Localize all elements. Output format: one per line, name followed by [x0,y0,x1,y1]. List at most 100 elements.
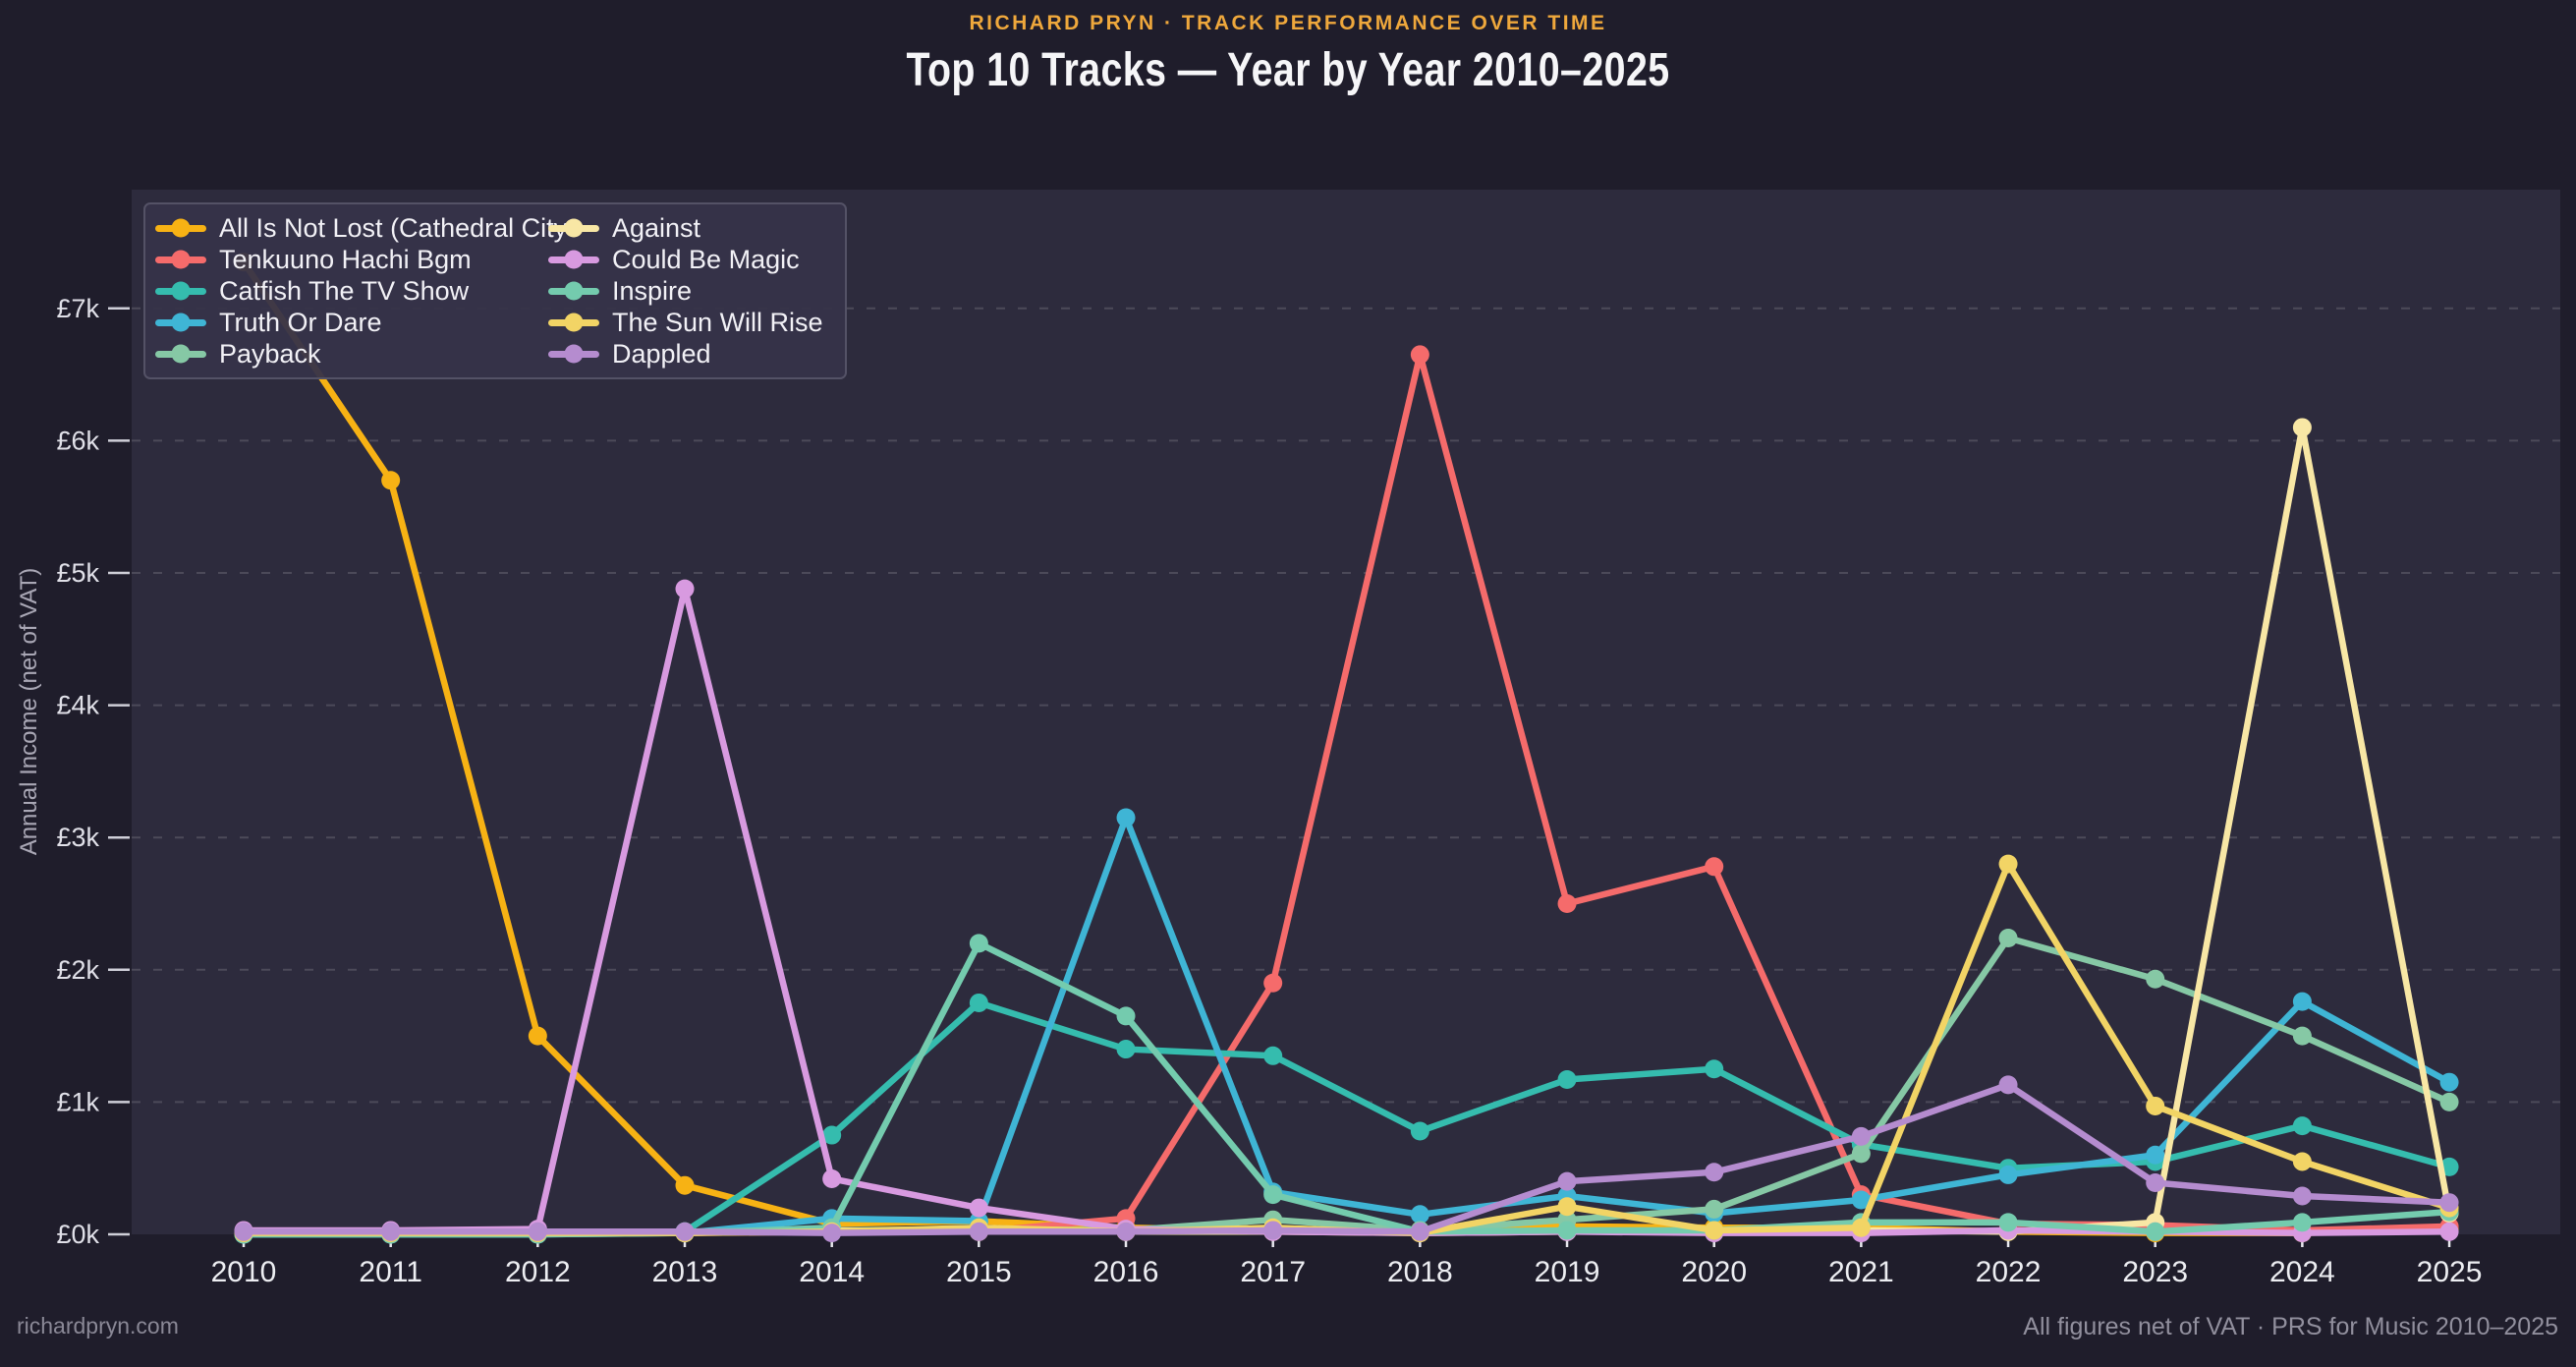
data-point-dappled-2023 [2146,1173,2165,1193]
chart-eyebrow: RICHARD PRYN · TRACK PERFORMANCE OVER TI… [969,12,1607,34]
legend-marker-icon [171,313,191,332]
data-point-all-is-not-lost-cathedral-city-2011 [381,471,401,490]
data-point-the-sun-will-rise-2021 [1851,1218,1871,1237]
data-point-tenkuuno-hachi-bgm-2019 [1557,894,1577,913]
data-point-dappled-2010 [234,1222,253,1241]
data-point-the-sun-will-rise-2023 [2146,1096,2165,1115]
legend-item-inspire[interactable]: Inspire [548,275,831,307]
y-tick-label-4k: £4k [56,691,99,720]
y-tick-label-0k: £0k [56,1220,99,1249]
data-point-dappled-2011 [381,1222,401,1241]
legend-marker-icon [171,218,191,238]
data-point-truth-or-dare-2018 [1410,1205,1429,1225]
legend-marker-icon [564,313,584,332]
data-point-catfish-the-tv-show-2014 [822,1125,842,1145]
legend-item-payback[interactable]: Payback [155,338,548,370]
legend-item-label: Tenkuuno Hachi Bgm [219,244,472,274]
data-point-could-be-magic-2013 [675,579,695,598]
y-tick-label-6k: £6k [56,426,99,455]
legend-item-dappled[interactable]: Dappled [548,338,831,370]
legend-item-tenkuuno-hachi-bgm[interactable]: Tenkuuno Hachi Bgm [155,244,548,275]
legend-item-could-be-magic[interactable]: Could Be Magic [548,244,831,275]
data-point-all-is-not-lost-cathedral-city-2013 [675,1175,695,1195]
legend-swatch-icon [548,344,599,364]
data-point-could-be-magic-2025 [2439,1222,2459,1241]
legend-item-the-sun-will-rise[interactable]: The Sun Will Rise [548,307,831,338]
legend-item-against[interactable]: Against [548,212,831,244]
data-point-could-be-magic-2014 [822,1168,842,1188]
data-point-catfish-the-tv-show-2016 [1116,1040,1136,1059]
x-tick-label-2018: 2018 [1387,1256,1453,1288]
data-point-catfish-the-tv-show-2017 [1263,1046,1283,1065]
data-point-the-sun-will-rise-2024 [2292,1152,2312,1171]
x-tick-label-2016: 2016 [1093,1256,1159,1288]
y-tick-label-3k: £3k [56,823,99,852]
data-point-truth-or-dare-2025 [2439,1072,2459,1092]
data-point-payback-2022 [1998,928,2018,947]
data-point-dappled-2019 [1557,1171,1577,1191]
legend-marker-icon [564,218,584,238]
data-point-dappled-2016 [1116,1222,1136,1241]
data-point-catfish-the-tv-show-2020 [1705,1059,1724,1079]
data-point-catfish-the-tv-show-2019 [1557,1070,1577,1090]
legend-swatch-icon [155,344,206,364]
legend-item-catfish-the-tv-show[interactable]: Catfish The TV Show [155,275,548,307]
legend-marker-icon [171,344,191,364]
data-point-truth-or-dare-2022 [1998,1165,2018,1184]
y-tick-label-5k: £5k [56,558,99,588]
x-tick-label-2023: 2023 [2122,1256,2188,1288]
legend-swatch-icon [548,281,599,301]
x-tick-label-2011: 2011 [359,1256,422,1288]
data-point-payback-2024 [2292,1026,2312,1046]
data-point-dappled-2020 [1705,1163,1724,1182]
x-tick-label-2024: 2024 [2269,1256,2335,1288]
x-tick-label-2019: 2019 [1535,1256,1600,1288]
x-tick-label-2025: 2025 [2417,1256,2483,1288]
data-point-truth-or-dare-2016 [1116,808,1136,827]
data-point-dappled-2013 [675,1222,695,1241]
y-tick-label-7k: £7k [56,294,99,323]
legend-item-label: All Is Not Lost (Cathedral City [219,212,568,243]
data-point-dappled-2024 [2292,1186,2312,1206]
legend-marker-icon [564,250,584,269]
y-tick-label-2k: £2k [56,955,99,985]
data-point-payback-2023 [2146,969,2165,989]
x-tick-label-2010: 2010 [211,1256,277,1288]
data-point-inspire-2022 [1998,1213,2018,1232]
legend-swatch-icon [155,218,206,238]
data-point-inspire-2019 [1557,1221,1577,1240]
chart-legend: All Is Not Lost (Cathedral City Tenkuuno … [143,202,847,379]
data-point-could-be-magic-2015 [969,1198,988,1218]
data-point-the-sun-will-rise-2020 [1705,1221,1724,1240]
x-tick-label-2013: 2013 [652,1256,718,1288]
x-tick-label-2015: 2015 [946,1256,1012,1288]
legend-item-label: Dappled [612,338,711,369]
data-point-payback-2025 [2439,1092,2459,1111]
legend-item-label: Truth Or Dare [219,307,382,337]
legend-swatch-icon [155,281,206,301]
data-point-tenkuuno-hachi-bgm-2018 [1410,345,1429,365]
data-point-catfish-the-tv-show-2024 [2292,1116,2312,1136]
data-point-dappled-2012 [528,1222,547,1241]
legend-swatch-icon [548,313,599,332]
legend-item-label: Against [612,212,701,243]
data-point-payback-2021 [1851,1144,1871,1164]
data-point-the-sun-will-rise-2022 [1998,854,2018,874]
data-point-inspire-2016 [1116,1006,1136,1026]
x-tick-label-2021: 2021 [1828,1256,1894,1288]
x-tick-label-2020: 2020 [1681,1256,1747,1288]
legend-item-truth-or-dare[interactable]: Truth Or Dare [155,307,548,338]
legend-swatch-icon [155,250,206,269]
data-point-all-is-not-lost-cathedral-city-2012 [528,1026,547,1046]
data-point-inspire-2023 [2146,1222,2165,1241]
data-point-against-2024 [2292,418,2312,437]
legend-marker-icon [171,281,191,301]
legend-swatch-icon [548,250,599,269]
data-point-tenkuuno-hachi-bgm-2017 [1263,973,1283,993]
y-tick-label-1k: £1k [56,1087,99,1116]
data-point-tenkuuno-hachi-bgm-2020 [1705,857,1724,877]
legend-item-all-is-not-lost-cathedral-city[interactable]: All Is Not Lost (Cathedral City [155,212,567,244]
legend-item-label: Catfish The TV Show [219,275,470,306]
data-point-inspire-2015 [969,934,988,953]
